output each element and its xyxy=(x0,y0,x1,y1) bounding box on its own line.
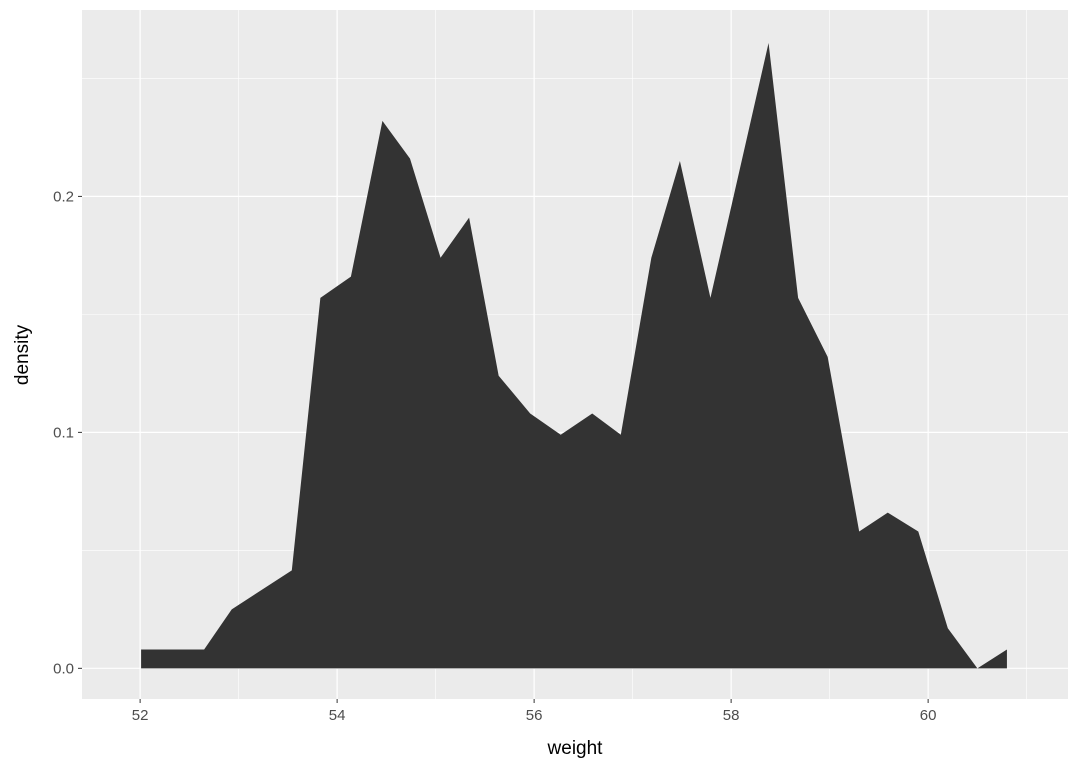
x-tick-label: 54 xyxy=(329,707,346,724)
x-tick-label: 52 xyxy=(132,707,149,724)
y-tick-label: 0.1 xyxy=(53,424,74,441)
x-tick-label: 58 xyxy=(723,707,740,724)
x-axis: 52 54 56 58 60 xyxy=(132,699,937,724)
x-axis-title: weight xyxy=(547,738,604,759)
x-tick-label: 56 xyxy=(526,707,543,724)
y-axis-title: density xyxy=(12,324,33,385)
x-tick-label: 60 xyxy=(920,707,937,724)
density-area xyxy=(141,43,1007,669)
y-tick-label: 0.2 xyxy=(53,188,74,205)
y-axis: 0.0 0.1 0.2 xyxy=(53,188,82,677)
y-tick-label: 0.0 xyxy=(53,660,74,677)
